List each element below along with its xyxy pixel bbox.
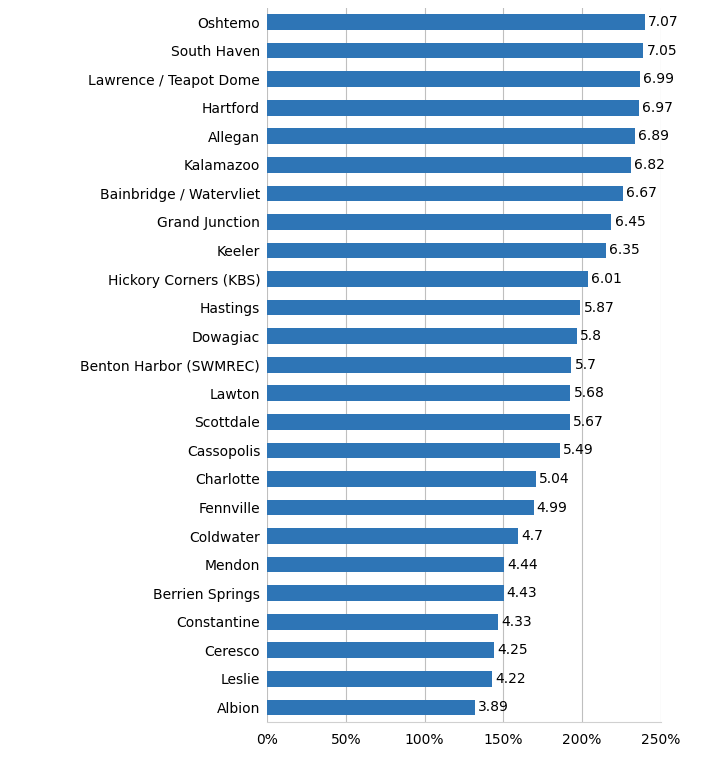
Text: 4.44: 4.44	[508, 558, 538, 572]
Text: 5.87: 5.87	[583, 300, 614, 314]
Bar	[267, 100, 639, 116]
Text: 6.01: 6.01	[591, 272, 622, 286]
Bar	[267, 442, 560, 459]
Text: 5.68: 5.68	[574, 386, 605, 400]
Bar	[267, 243, 606, 258]
Bar	[267, 157, 631, 173]
Text: 4.33: 4.33	[501, 615, 532, 629]
Text: 4.43: 4.43	[507, 586, 537, 600]
Text: 5.67: 5.67	[573, 415, 604, 429]
Text: 4.7: 4.7	[521, 529, 543, 543]
Bar	[267, 699, 475, 715]
Bar	[267, 71, 640, 87]
Text: 6.45: 6.45	[614, 215, 645, 229]
Text: 6.82: 6.82	[634, 158, 665, 171]
Text: 6.89: 6.89	[638, 130, 669, 144]
Text: 7.07: 7.07	[647, 15, 678, 29]
Bar	[267, 300, 581, 316]
Text: 6.97: 6.97	[643, 101, 673, 115]
Text: 6.35: 6.35	[610, 244, 640, 258]
Text: 7.05: 7.05	[647, 43, 677, 57]
Bar	[267, 386, 570, 401]
Text: 4.22: 4.22	[496, 672, 526, 686]
Bar	[267, 414, 570, 430]
Bar	[267, 128, 635, 144]
Text: 6.67: 6.67	[626, 186, 657, 200]
Bar	[267, 500, 534, 515]
Text: 4.99: 4.99	[536, 501, 567, 514]
Text: 5.04: 5.04	[539, 472, 570, 486]
Text: 5.8: 5.8	[580, 329, 602, 343]
Bar	[267, 556, 504, 573]
Bar	[267, 214, 612, 230]
Text: 4.25: 4.25	[497, 643, 528, 657]
Text: 6.99: 6.99	[643, 72, 674, 86]
Bar	[267, 585, 503, 601]
Bar	[267, 328, 576, 344]
Text: 3.89: 3.89	[478, 701, 509, 715]
Bar	[267, 471, 536, 487]
Bar	[267, 271, 588, 287]
Bar	[267, 643, 494, 658]
Text: 5.49: 5.49	[563, 443, 594, 457]
Bar	[267, 185, 623, 201]
Bar	[267, 614, 498, 629]
Bar	[267, 14, 645, 30]
Bar	[267, 43, 643, 58]
Text: 5.7: 5.7	[574, 358, 596, 372]
Bar	[267, 671, 492, 687]
Bar	[267, 357, 572, 372]
Bar	[267, 528, 518, 544]
